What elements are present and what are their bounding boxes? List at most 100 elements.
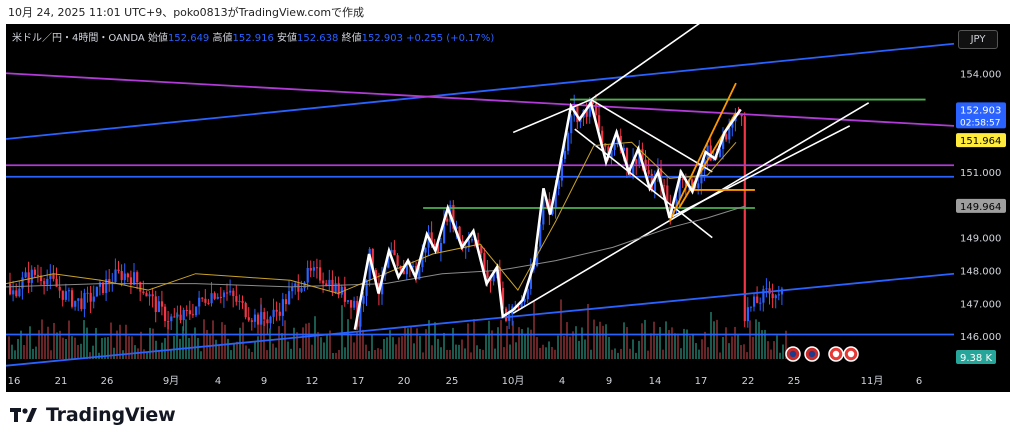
candle-body [728, 127, 731, 140]
volume-bar [20, 330, 22, 359]
x-tick-label: 25 [788, 376, 801, 387]
candle-body [89, 292, 92, 302]
currency-button[interactable]: JPY [958, 30, 998, 49]
candle-body [777, 294, 780, 296]
candle-body [269, 316, 272, 324]
low-label: 安値 [277, 33, 298, 44]
purple-descending-line [6, 72, 955, 127]
candle-body [213, 293, 216, 299]
volume-bar [86, 327, 88, 359]
chart-panel[interactable]: 154.000153.000152.000151.000150.000149.0… [6, 24, 1010, 392]
volume-bar [485, 333, 487, 359]
candle-body [253, 314, 257, 322]
volume-bar [8, 336, 10, 359]
white-wedge-bottom [574, 128, 713, 239]
candle-body [759, 302, 762, 304]
volume-bar [185, 319, 187, 359]
candle-body [247, 317, 250, 321]
volume-bar [200, 351, 202, 359]
candle-body [421, 252, 424, 268]
volume-bar [431, 345, 433, 359]
volume-bar [38, 330, 40, 359]
volume-bar [503, 347, 505, 359]
volume-bar [83, 320, 85, 359]
volume-bar [164, 338, 166, 359]
candle-body [756, 296, 759, 303]
volume-bar [611, 349, 613, 359]
volume-bar [293, 327, 295, 359]
candle-body [157, 301, 160, 312]
volume-bar [716, 319, 718, 359]
candle-body [232, 290, 235, 297]
y-tick-label: 146.000 [960, 332, 1001, 343]
y-tick-label: 154.000 [960, 69, 1001, 80]
volume-bar [392, 337, 394, 359]
candle-body [334, 283, 337, 293]
volume-bar [536, 337, 538, 359]
footer-brand: TradingView [10, 404, 176, 426]
volume-bar [686, 329, 688, 359]
volume-bar [413, 343, 415, 359]
white-lower-rising [669, 125, 851, 219]
x-tick-label: 11月 [861, 375, 884, 387]
volume-bar [41, 319, 43, 359]
candle-body [470, 239, 474, 241]
candle-body [691, 179, 694, 186]
y-tick-label: 149.000 [960, 234, 1001, 245]
volume-bar [128, 336, 130, 359]
volume-bar [248, 348, 250, 359]
volume-bar [317, 332, 319, 359]
volume-bar [206, 329, 208, 359]
candle-body [563, 150, 567, 159]
volume-label: 9.38 K [960, 353, 992, 364]
candle-body [647, 170, 650, 174]
candle-body [418, 267, 421, 280]
volume-bar [110, 322, 112, 359]
candle-body [774, 295, 777, 299]
candle-body [92, 296, 95, 302]
orange-channel-upper [668, 82, 737, 222]
volume-bar [458, 344, 460, 359]
candle-body [77, 298, 80, 301]
volume-bar [380, 349, 382, 359]
volume-bar [212, 320, 214, 359]
candle-body [325, 283, 328, 286]
volume-bar [776, 335, 778, 359]
candle-body [328, 279, 331, 286]
volume-bar [401, 336, 403, 359]
volume-bar [524, 333, 526, 359]
candle-body [123, 273, 126, 281]
volume-bar [299, 348, 301, 359]
candle-body [319, 267, 322, 281]
candle-body [226, 292, 229, 294]
volume-bar [743, 344, 745, 359]
volume-bar [779, 352, 781, 359]
volume-bar [746, 352, 748, 359]
volume-bar [230, 350, 232, 359]
candle-body [176, 314, 179, 317]
candle-body [458, 226, 461, 241]
volume-bar [656, 335, 658, 359]
candle-body [133, 272, 136, 285]
volume-bar [140, 331, 142, 359]
candle-body [390, 249, 393, 253]
candle-body [353, 300, 356, 308]
brand-name: TradingView [46, 404, 176, 426]
x-tick-label: 16 [8, 376, 21, 387]
candle-body [498, 267, 501, 288]
volume-bar [725, 327, 727, 359]
candle-body [439, 242, 443, 253]
candle-body [154, 296, 157, 312]
volume-bar [500, 320, 502, 359]
volume-bar [224, 324, 226, 359]
candle-body [198, 297, 201, 307]
volume-bar [758, 321, 760, 359]
candle-body [678, 178, 681, 200]
volume-bar [692, 333, 694, 359]
volume-bar [116, 330, 118, 359]
volume-bar [659, 327, 661, 359]
low-value: 152.638 [297, 33, 339, 44]
volume-bar [194, 327, 196, 359]
price-chart[interactable]: 154.000153.000152.000151.000150.000149.0… [6, 24, 1010, 392]
volume-bar [281, 333, 283, 359]
